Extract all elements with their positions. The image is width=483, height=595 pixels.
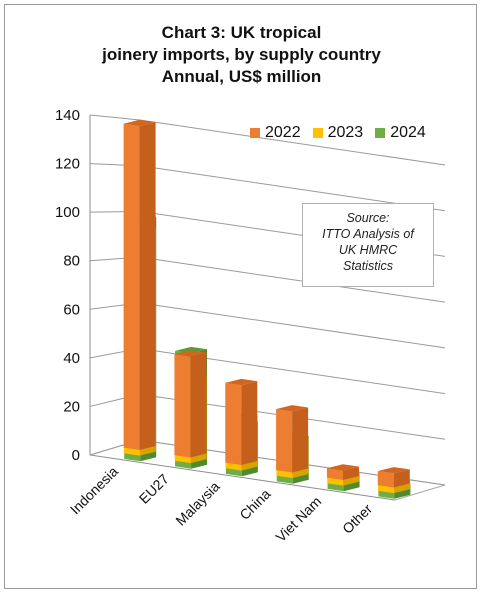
ytick-label-80: 80 bbox=[63, 253, 80, 270]
bars bbox=[123, 119, 411, 499]
bar-side bbox=[342, 466, 359, 481]
chart-legend: 2022 2023 2024 bbox=[250, 124, 426, 142]
bar-top bbox=[174, 350, 207, 357]
xtick-label-other: Other bbox=[339, 500, 375, 536]
ytick-label-60: 60 bbox=[63, 301, 80, 318]
source-line-2: ITTO Analysis of bbox=[322, 227, 414, 241]
legend-label-2022: 2022 bbox=[265, 124, 301, 141]
legend-swatch-2024 bbox=[375, 128, 386, 138]
xtick-label-malaysia: Malaysia bbox=[172, 478, 223, 529]
ytick-label-20: 20 bbox=[63, 398, 80, 415]
bar-malaysia-2022 bbox=[225, 378, 258, 466]
ytick-label-140: 140 bbox=[55, 107, 80, 124]
xtick-label-china: China bbox=[236, 486, 273, 523]
gridline-side-140 bbox=[89, 114, 141, 121]
bar-side bbox=[241, 381, 258, 466]
legend-label-2023: 2023 bbox=[327, 124, 364, 141]
bar-front bbox=[174, 354, 191, 458]
bar-top bbox=[175, 346, 208, 354]
legend-swatch-2022 bbox=[250, 128, 260, 138]
bar-side bbox=[139, 122, 156, 451]
bar-top bbox=[225, 378, 258, 386]
ytick-label-40: 40 bbox=[63, 350, 80, 367]
legend-label-2024: 2024 bbox=[390, 124, 426, 141]
xtick-label-viet-nam: Viet Nam bbox=[272, 493, 324, 545]
bar-front bbox=[225, 382, 242, 466]
gridline-80 bbox=[139, 256, 446, 303]
ytick-label-100: 100 bbox=[55, 204, 80, 221]
bar-indonesia-2022 bbox=[123, 119, 156, 451]
ytick-label-120: 120 bbox=[55, 156, 80, 173]
bar-front bbox=[123, 123, 140, 451]
bar-top bbox=[123, 119, 156, 127]
bar-other-2022 bbox=[377, 467, 410, 488]
xtick-label-indonesia: Indonesia bbox=[67, 463, 121, 517]
chart-title-line-3: Annual, US$ million bbox=[161, 67, 322, 86]
bar-side bbox=[292, 407, 309, 473]
bar-eu27-2022 bbox=[174, 350, 207, 458]
bar-side bbox=[393, 469, 410, 488]
xtick-label-eu27: EU27 bbox=[136, 471, 172, 507]
legend-item-2023: 2023 bbox=[312, 124, 364, 142]
legend-item-2022: 2022 bbox=[250, 124, 301, 142]
bar-viet-nam-2022 bbox=[326, 464, 359, 481]
gridline-140 bbox=[139, 119, 446, 166]
legend-item-2024: 2024 bbox=[375, 124, 426, 142]
bar-front bbox=[377, 471, 394, 488]
source-line-1: Source: bbox=[346, 211, 390, 225]
bar-top bbox=[276, 405, 309, 412]
source-line-4: Statistics bbox=[342, 259, 393, 273]
bar-front bbox=[326, 468, 343, 481]
bar-top bbox=[377, 467, 410, 474]
chart-title-line-2: joinery imports, by supply country bbox=[102, 45, 381, 64]
gridline-60 bbox=[139, 302, 446, 349]
source-note: Source: ITTO Analysis of UK HMRC Statist… bbox=[302, 203, 434, 287]
bar-china-2022 bbox=[276, 405, 309, 473]
source-line-3: UK HMRC bbox=[338, 243, 398, 257]
chart-title: Chart 3: UK tropical joinery imports, by… bbox=[0, 22, 483, 88]
bar-side bbox=[190, 352, 207, 458]
ytick-label-0: 0 bbox=[72, 447, 80, 464]
bar-front bbox=[276, 409, 293, 473]
chart-title-line-1: Chart 3: UK tropical bbox=[161, 23, 322, 42]
legend-swatch-2023 bbox=[312, 128, 323, 138]
bar-top bbox=[326, 464, 359, 471]
